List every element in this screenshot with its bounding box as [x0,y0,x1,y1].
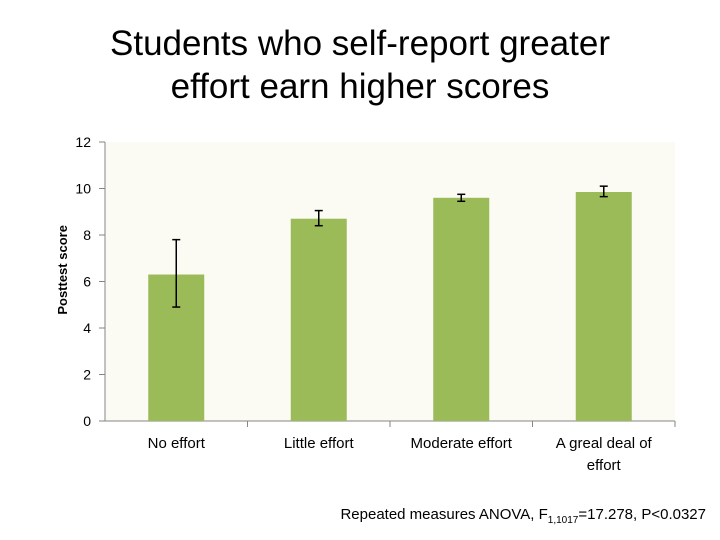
y-axis-label: Posttest score [55,225,70,315]
chart-title-line-2: effort earn higher scores [170,67,550,106]
chart-title-line-1: Students who self-report greater [110,24,610,63]
y-tick-label: 6 [83,274,91,290]
bar [433,197,490,421]
footnote-prefix: Repeated measures ANOVA, F [340,506,548,523]
error-bar [314,209,323,227]
error-bar [457,193,466,203]
y-tick-labels: 0 2 4 6 8 10 12 [75,134,91,429]
footnote-suffix: =17.278, P<0.0327 [578,506,706,523]
y-tick-label: 10 [75,181,91,197]
y-tick-label: 0 [83,413,91,429]
y-tick-label: 12 [75,134,91,150]
chart-title: Students who self-report greater effort … [0,22,720,108]
y-tick-label: 4 [83,320,91,336]
x-tick-label: No effort [148,435,206,452]
x-tick-label: Moderate effort [411,435,513,452]
x-tick-label: A greal deal of effort [556,435,653,474]
x-tick-label: Little effort [284,435,355,452]
bars [148,191,632,421]
error-bars [172,185,608,308]
error-bar [172,238,181,308]
footnote-subscript: 1,1017 [547,515,579,526]
x-tick-labels: No effort Little effort Moderate effort A g… [148,435,653,474]
anova-footnote: Repeated measures ANOVA, F1,1017=17.278,… [340,506,706,526]
bar [575,191,632,421]
bar [290,218,347,421]
y-tick-label: 2 [83,367,91,383]
error-bar [599,185,608,198]
y-tick-label: 8 [83,227,91,243]
